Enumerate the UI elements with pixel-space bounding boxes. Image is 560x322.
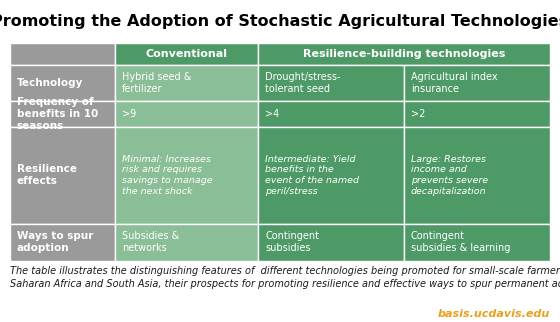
Text: >2: >2 (411, 109, 425, 119)
Text: Drought/stress-
tolerant seed: Drought/stress- tolerant seed (265, 72, 340, 94)
Bar (258, 43, 550, 65)
Bar (404, 224, 550, 261)
Text: Conventional: Conventional (146, 49, 228, 59)
Text: Agricultural index
insurance: Agricultural index insurance (411, 72, 497, 94)
Text: The table illustrates the distinguishing features of  different technologies bei: The table illustrates the distinguishing… (10, 266, 560, 289)
Text: Large: Restores
income and
prevents severe
decapitalization: Large: Restores income and prevents seve… (411, 155, 488, 196)
Bar (115, 101, 258, 127)
Text: >4: >4 (265, 109, 279, 119)
Text: Contingent
subsidies & learning: Contingent subsidies & learning (411, 231, 510, 253)
Bar (258, 224, 404, 261)
Text: Intermediate: Yield
benefits in the
event of the named
peril/stress: Intermediate: Yield benefits in the even… (265, 155, 359, 196)
Text: Resilience-building technologies: Resilience-building technologies (303, 49, 505, 59)
Bar (115, 43, 258, 65)
Bar (258, 101, 404, 127)
Bar (258, 127, 404, 224)
Bar (10, 101, 115, 127)
Bar (10, 127, 115, 224)
Text: Subsidies &
networks: Subsidies & networks (122, 231, 179, 253)
Bar (404, 127, 550, 224)
Bar (258, 65, 404, 101)
Text: Contingent
subsidies: Contingent subsidies (265, 231, 319, 253)
Text: Ways to spur
adoption: Ways to spur adoption (17, 231, 93, 253)
Bar (10, 65, 115, 101)
Bar (10, 43, 115, 65)
Bar (115, 224, 258, 261)
Text: Frequency of
benefits in 10
seasons: Frequency of benefits in 10 seasons (17, 97, 98, 131)
Bar (404, 101, 550, 127)
Text: Minimal: Increases
risk and requires
savings to manage
the next shock: Minimal: Increases risk and requires sav… (122, 155, 213, 196)
Bar (404, 65, 550, 101)
Text: Technology: Technology (17, 78, 83, 88)
Bar (115, 127, 258, 224)
Text: >9: >9 (122, 109, 136, 119)
Text: Resilience
effects: Resilience effects (17, 164, 77, 186)
Text: Promoting the Adoption of Stochastic Agricultural Technologies: Promoting the Adoption of Stochastic Agr… (0, 14, 560, 30)
Text: basis.ucdavis.edu: basis.ucdavis.edu (438, 309, 550, 319)
Bar (10, 224, 115, 261)
Text: Hybrid seed &
fertilizer: Hybrid seed & fertilizer (122, 72, 192, 94)
Bar (115, 65, 258, 101)
